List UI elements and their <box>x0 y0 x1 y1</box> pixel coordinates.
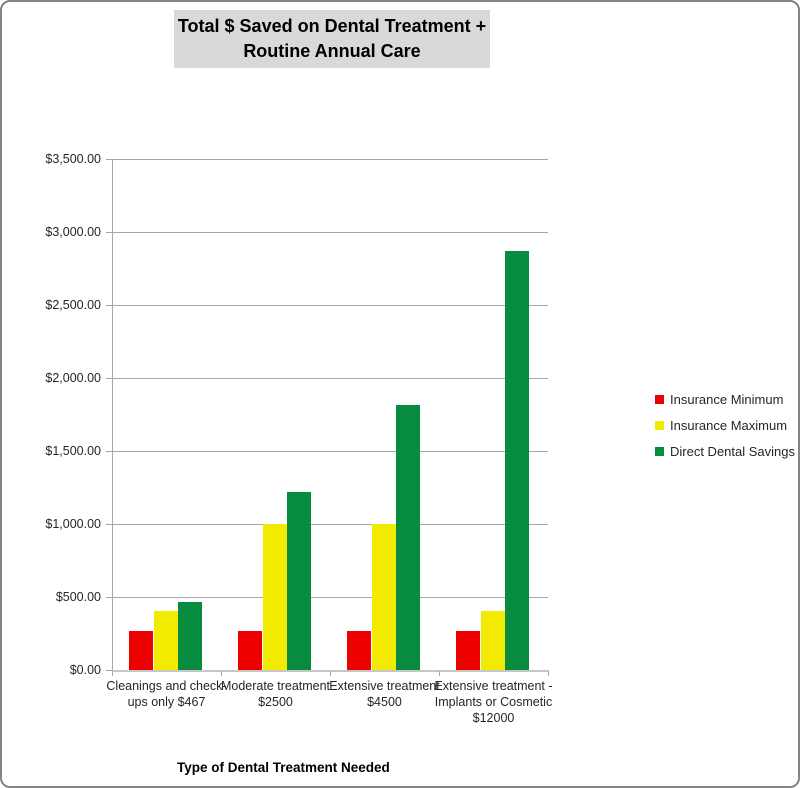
bar-insurance-maximum <box>371 524 396 670</box>
bar-direct-dental-savings <box>505 251 529 670</box>
y-axis-tick <box>106 232 112 233</box>
legend-item: Insurance Minimum <box>655 392 795 407</box>
legend-swatch-insurance-maximum <box>655 421 664 430</box>
bar-insurance-minimum <box>129 631 153 670</box>
category-label: Extensive treatment - Implants or Cosmeti… <box>431 678 556 726</box>
category-label-line: Extensive treatment - <box>434 679 553 693</box>
gridline <box>112 597 548 598</box>
x-axis-tick <box>548 671 549 676</box>
x-axis-title: Type of Dental Treatment Needed <box>177 760 390 775</box>
legend-label: Insurance Maximum <box>670 418 788 433</box>
bar-insurance-maximum <box>153 611 178 670</box>
y-axis-tick <box>106 524 112 525</box>
bar-insurance-maximum <box>480 611 505 670</box>
y-axis-tick <box>106 597 112 598</box>
x-axis-tick <box>330 671 331 676</box>
bar-insurance-minimum <box>456 631 480 670</box>
y-axis-tick-label: $1,000.00 <box>45 517 101 531</box>
bar-insurance-minimum <box>347 631 371 670</box>
legend: Insurance Minimum Insurance Maximum Direct… <box>655 392 795 470</box>
y-axis-tick <box>106 305 112 306</box>
category-label-line: Cleanings and check- <box>106 679 227 693</box>
gridline <box>112 232 548 233</box>
y-axis-tick <box>106 159 112 160</box>
legend-item: Direct Dental Savings <box>655 444 795 459</box>
legend-label: Direct Dental Savings <box>670 444 795 459</box>
bar-insurance-maximum <box>262 524 287 670</box>
gridline <box>112 378 548 379</box>
category-label-line: ups only $467 <box>127 695 206 709</box>
bar-direct-dental-savings <box>178 602 202 670</box>
y-axis-tick-label: $3,500.00 <box>45 152 101 166</box>
legend-swatch-insurance-minimum <box>655 395 664 404</box>
x-axis-tick <box>221 671 222 676</box>
bar-direct-dental-savings <box>396 405 420 670</box>
gridline <box>112 524 548 525</box>
gridline <box>112 305 548 306</box>
y-axis-tick-label: $2,500.00 <box>45 298 101 312</box>
legend-item: Insurance Maximum <box>655 418 795 433</box>
chart-title: Total $ Saved on Dental Treatment + Rout… <box>174 10 490 68</box>
category-label: Cleanings and check-ups only $467 <box>104 678 229 710</box>
y-axis-line <box>112 159 113 670</box>
category-label-line: $4500 <box>367 695 402 709</box>
legend-swatch-direct-dental-savings <box>655 447 664 456</box>
category-label: Extensive treatment $4500 <box>322 678 447 710</box>
category-label-line: Implants or Cosmetic <box>434 695 553 709</box>
bar-insurance-minimum <box>238 631 262 670</box>
gridline <box>112 451 548 452</box>
plot-area <box>112 159 548 670</box>
bar-direct-dental-savings <box>287 492 311 670</box>
y-axis-tick-label: $2,000.00 <box>45 371 101 385</box>
category-label-line: $12000 <box>472 711 515 725</box>
category-label-line: $2500 <box>258 695 293 709</box>
y-axis-tick-label: $500.00 <box>55 590 101 604</box>
y-axis-tick <box>106 451 112 452</box>
legend-label: Insurance Minimum <box>670 392 784 407</box>
category-label: Moderate treatment $2500 <box>213 678 338 710</box>
x-axis-tick <box>112 671 113 676</box>
gridline <box>112 159 548 160</box>
chart-title-line-1: Total $ Saved on Dental Treatment + <box>177 16 487 36</box>
y-axis-tick-label: $1,500.00 <box>45 444 101 458</box>
chart-title-line-2: Routine Annual Care <box>243 41 421 61</box>
y-axis-tick-label: $0.00 <box>69 663 101 677</box>
category-label-line: Extensive treatment <box>329 679 440 693</box>
y-axis-tick <box>106 670 112 671</box>
y-axis-tick-label: $3,000.00 <box>45 225 101 239</box>
y-axis-tick <box>106 378 112 379</box>
category-label-line: Moderate treatment <box>220 679 331 693</box>
x-axis-tick <box>439 671 440 676</box>
